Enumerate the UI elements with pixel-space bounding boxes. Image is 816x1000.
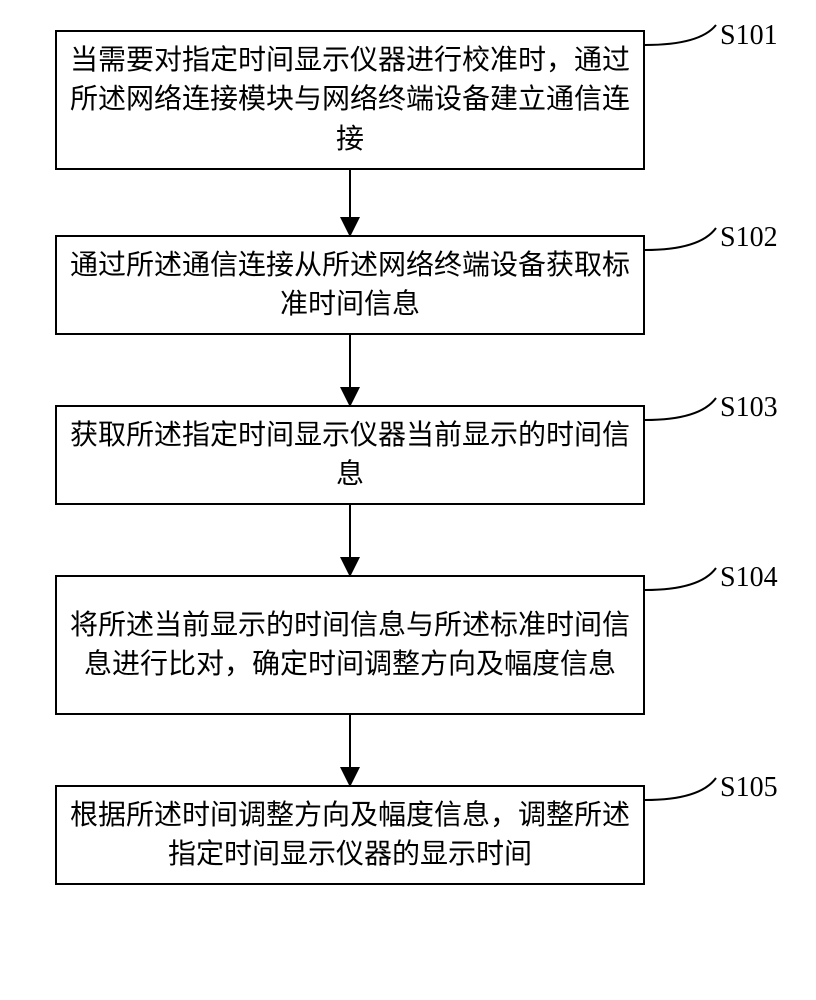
flow-node-s105: 根据所述时间调整方向及幅度信息，调整所述指定时间显示仪器的显示时间 bbox=[55, 785, 645, 885]
flow-label-s101: S101 bbox=[720, 20, 778, 52]
callout-s102 bbox=[645, 228, 716, 250]
flow-label-s105: S105 bbox=[720, 772, 778, 804]
flow-node-s104-text: 将所述当前显示的时间信息与所述标准时间信息进行比对，确定时间调整方向及幅度信息 bbox=[57, 600, 643, 690]
flowchart-canvas: 当需要对指定时间显示仪器进行校准时，通过所述网络连接模块与网络终端设备建立通信连… bbox=[0, 0, 816, 1000]
flow-node-s103-text: 获取所述指定时间显示仪器当前显示的时间信息 bbox=[57, 410, 643, 500]
callout-s101 bbox=[645, 25, 716, 45]
flow-node-s103: 获取所述指定时间显示仪器当前显示的时间信息 bbox=[55, 405, 645, 505]
callout-s104 bbox=[645, 568, 716, 590]
callout-s103 bbox=[645, 398, 716, 420]
flow-node-s102: 通过所述通信连接从所述网络终端设备获取标准时间信息 bbox=[55, 235, 645, 335]
flow-node-s104: 将所述当前显示的时间信息与所述标准时间信息进行比对，确定时间调整方向及幅度信息 bbox=[55, 575, 645, 715]
flow-node-s102-text: 通过所述通信连接从所述网络终端设备获取标准时间信息 bbox=[57, 240, 643, 330]
callout-s105 bbox=[645, 778, 716, 800]
flow-node-s105-text: 根据所述时间调整方向及幅度信息，调整所述指定时间显示仪器的显示时间 bbox=[57, 790, 643, 880]
flow-label-s102: S102 bbox=[720, 222, 778, 254]
flow-label-s104: S104 bbox=[720, 562, 778, 594]
flow-node-s101-text: 当需要对指定时间显示仪器进行校准时，通过所述网络连接模块与网络终端设备建立通信连… bbox=[57, 35, 643, 165]
flow-node-s101: 当需要对指定时间显示仪器进行校准时，通过所述网络连接模块与网络终端设备建立通信连… bbox=[55, 30, 645, 170]
flow-label-s103: S103 bbox=[720, 392, 778, 424]
